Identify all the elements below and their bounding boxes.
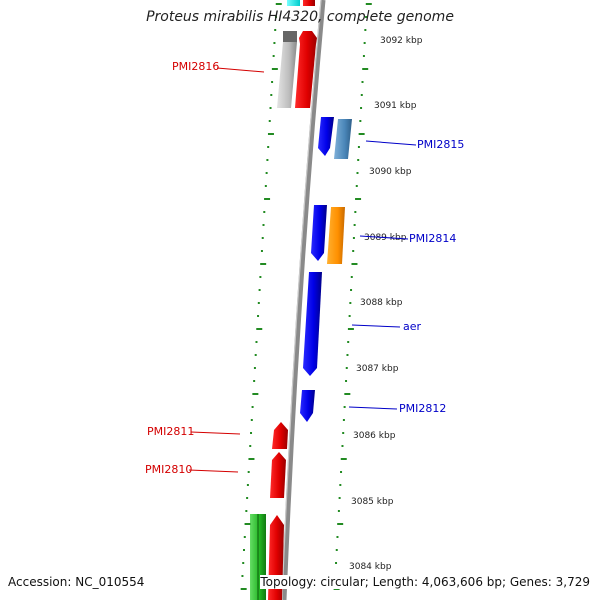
gene-label-pmi2810[interactable]: PMI2810	[145, 463, 192, 476]
kbp-tick-label: 3084 kbp	[349, 562, 392, 572]
blue-gene-feature-pmi2814	[311, 205, 327, 261]
gene-label-pmi2811[interactable]: PMI2811	[147, 425, 194, 438]
kbp-scale: 3092 kbp 3091 kbp 3090 kbp 3089 kbp 3088…	[349, 36, 423, 572]
kbp-tick-label: 3088 kbp	[360, 298, 403, 308]
blue-gene-feature-pmi2815	[318, 117, 334, 156]
gene-labels: PMI2816 PMI2815 PMI2814 aer PMI2812 PMI2…	[145, 60, 464, 476]
map-title: Proteus mirabilis HI4320, complete genom…	[146, 9, 454, 25]
kbp-tick-label: 3087 kbp	[356, 364, 399, 374]
red-gene-feature-pmi2816	[295, 31, 317, 108]
kbp-tick-label: 3085 kbp	[351, 497, 394, 507]
red-gene-feature-top	[303, 0, 315, 6]
accession-text: Accession: NC_010554	[8, 575, 145, 589]
gray-gene-feature-cap	[283, 31, 297, 42]
red-gene-feature-pmi2811	[272, 422, 288, 449]
gene-label-pmi2812[interactable]: PMI2812	[399, 402, 446, 415]
gray-gene-feature	[277, 42, 297, 108]
steel-gene-feature	[334, 119, 352, 159]
orange-gene-feature	[327, 207, 345, 264]
genome-backbone	[281, 0, 326, 600]
gene-leader-lines	[188, 67, 417, 473]
gene-label-aer[interactable]: aer	[403, 320, 422, 333]
kbp-tick-label: 3086 kbp	[353, 431, 396, 441]
gene-label-pmi2815[interactable]: PMI2815	[417, 138, 464, 151]
genome-backbone-highlight	[281, 0, 322, 600]
topology-text: Topology: circular; Length: 4,063,606 bp…	[260, 575, 590, 589]
cyan-gene-feature	[287, 0, 300, 6]
blue-gene-feature-pmi2812	[300, 390, 315, 422]
red-gene-feature-pmi2810	[270, 452, 286, 498]
minor-ticks-left	[240, 3, 282, 590]
kbp-tick-label: 3091 kbp	[374, 101, 417, 111]
minor-ticks-right	[333, 3, 372, 590]
gene-label-pmi2814[interactable]: PMI2814	[409, 232, 456, 245]
kbp-tick-label: 3092 kbp	[380, 36, 423, 46]
kbp-tick-label: 3090 kbp	[369, 167, 412, 177]
blue-gene-feature-aer	[303, 272, 322, 376]
gene-label-pmi2816[interactable]: PMI2816	[172, 60, 219, 73]
